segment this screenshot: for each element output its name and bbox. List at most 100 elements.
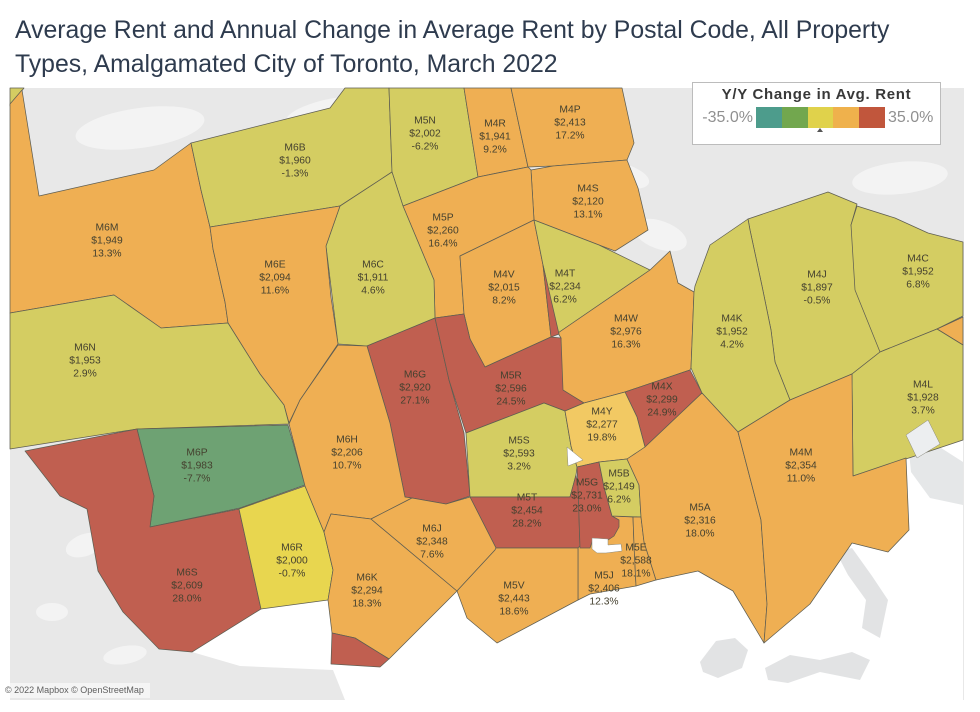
svg-text:$2,277: $2,277 (586, 420, 618, 431)
svg-text:$2,976: $2,976 (610, 327, 642, 338)
svg-text:8.2%: 8.2% (492, 296, 515, 307)
svg-text:$1,897: $1,897 (801, 283, 833, 294)
svg-text:$2,406: $2,406 (588, 584, 620, 595)
svg-text:3.7%: 3.7% (911, 406, 934, 417)
svg-text:M4K: M4K (721, 314, 742, 325)
svg-text:18.3%: 18.3% (352, 599, 381, 610)
svg-text:M6J: M6J (422, 524, 441, 535)
svg-text:M5E: M5E (625, 543, 646, 554)
svg-text:M4J: M4J (807, 270, 826, 281)
svg-text:$2,234: $2,234 (549, 282, 581, 293)
svg-text:M6G: M6G (404, 370, 426, 381)
svg-text:$2,588: $2,588 (620, 556, 652, 567)
svg-text:$2,348: $2,348 (416, 537, 448, 548)
svg-text:6.8%: 6.8% (906, 280, 929, 291)
svg-text:M5A: M5A (689, 503, 710, 514)
svg-text:M6N: M6N (74, 343, 96, 354)
svg-text:M4W: M4W (614, 314, 638, 325)
svg-text:$2,920: $2,920 (399, 383, 431, 394)
svg-text:M6R: M6R (281, 543, 303, 554)
svg-text:16.3%: 16.3% (611, 340, 640, 351)
svg-text:23.0%: 23.0% (572, 504, 601, 515)
svg-text:M5N: M5N (414, 116, 436, 127)
svg-text:M5R: M5R (500, 371, 522, 382)
svg-text:M4X: M4X (651, 382, 672, 393)
svg-text:$1,960: $1,960 (279, 156, 311, 167)
svg-text:-6.2%: -6.2% (412, 142, 439, 153)
svg-text:11.6%: 11.6% (261, 286, 289, 297)
svg-text:M5T: M5T (517, 493, 538, 504)
svg-text:6.2%: 6.2% (607, 495, 630, 506)
svg-text:17.2%: 17.2% (555, 131, 584, 142)
svg-text:M4R: M4R (484, 119, 506, 130)
svg-text:M5P: M5P (432, 213, 453, 224)
svg-text:$1,928: $1,928 (907, 393, 939, 404)
svg-text:-1.3%: -1.3% (282, 169, 309, 180)
svg-text:$2,299: $2,299 (646, 395, 678, 406)
svg-text:M6E: M6E (264, 260, 285, 271)
svg-text:$2,596: $2,596 (495, 384, 527, 395)
svg-text:13.1%: 13.1% (573, 210, 602, 221)
svg-text:$1,953: $1,953 (69, 356, 101, 367)
svg-text:M4C: M4C (907, 254, 929, 265)
svg-text:-0.7%: -0.7% (279, 569, 306, 580)
svg-text:2.9%: 2.9% (73, 369, 96, 380)
svg-text:$2,260: $2,260 (427, 226, 459, 237)
svg-text:6.2%: 6.2% (553, 295, 576, 306)
svg-text:18.1%: 18.1% (621, 569, 650, 580)
svg-text:18.0%: 18.0% (685, 529, 714, 540)
svg-text:M6M: M6M (96, 223, 119, 234)
svg-text:$2,413: $2,413 (554, 118, 586, 129)
svg-text:-0.5%: -0.5% (804, 296, 831, 307)
svg-text:M6S: M6S (176, 568, 197, 579)
svg-text:28.2%: 28.2% (512, 519, 541, 530)
svg-text:M5S: M5S (508, 436, 529, 447)
svg-text:24.9%: 24.9% (647, 408, 676, 419)
svg-text:$2,015: $2,015 (488, 283, 520, 294)
svg-text:10.7%: 10.7% (332, 461, 361, 472)
svg-text:9.2%: 9.2% (483, 145, 506, 156)
svg-text:$1,941: $1,941 (479, 132, 511, 143)
svg-text:$1,911: $1,911 (358, 273, 389, 284)
svg-text:$2,120: $2,120 (572, 197, 604, 208)
svg-text:$2,443: $2,443 (498, 594, 530, 605)
svg-text:$1,983: $1,983 (181, 461, 213, 472)
svg-text:11.0%: 11.0% (787, 474, 815, 485)
svg-text:M4M: M4M (790, 448, 813, 459)
svg-text:$2,149: $2,149 (603, 482, 635, 493)
svg-text:M4V: M4V (493, 270, 514, 281)
svg-text:M4Y: M4Y (591, 407, 612, 418)
svg-text:7.6%: 7.6% (420, 550, 443, 561)
svg-text:$2,294: $2,294 (351, 586, 383, 597)
svg-text:-7.7%: -7.7% (184, 474, 211, 485)
svg-text:19.8%: 19.8% (587, 433, 616, 444)
svg-text:M4T: M4T (555, 269, 576, 280)
svg-text:$2,002: $2,002 (409, 129, 441, 140)
svg-text:$2,593: $2,593 (503, 449, 535, 460)
svg-text:12.3%: 12.3% (589, 597, 618, 608)
svg-text:27.1%: 27.1% (400, 396, 429, 407)
svg-text:$2,454: $2,454 (511, 506, 543, 517)
svg-text:16.4%: 16.4% (428, 239, 457, 250)
svg-text:M4S: M4S (577, 184, 598, 195)
svg-text:4.2%: 4.2% (720, 340, 743, 351)
svg-text:$2,206: $2,206 (331, 448, 363, 459)
svg-text:M4L: M4L (913, 380, 933, 391)
svg-text:$2,316: $2,316 (684, 516, 716, 527)
svg-text:M5J: M5J (594, 571, 613, 582)
svg-text:$2,000: $2,000 (276, 556, 308, 567)
svg-text:13.3%: 13.3% (92, 249, 121, 260)
svg-text:$2,094: $2,094 (259, 273, 291, 284)
svg-text:28.0%: 28.0% (172, 594, 201, 605)
svg-text:$1,952: $1,952 (716, 327, 748, 338)
svg-text:M5B: M5B (608, 469, 629, 480)
svg-text:M6B: M6B (284, 143, 305, 154)
svg-text:M5G: M5G (576, 478, 598, 489)
svg-text:18.6%: 18.6% (499, 607, 528, 618)
svg-text:M5V: M5V (503, 581, 524, 592)
svg-text:M4P: M4P (559, 105, 580, 116)
svg-text:M6K: M6K (356, 573, 377, 584)
svg-text:$1,952: $1,952 (902, 267, 934, 278)
svg-text:24.5%: 24.5% (496, 397, 525, 408)
svg-text:$2,609: $2,609 (171, 581, 203, 592)
